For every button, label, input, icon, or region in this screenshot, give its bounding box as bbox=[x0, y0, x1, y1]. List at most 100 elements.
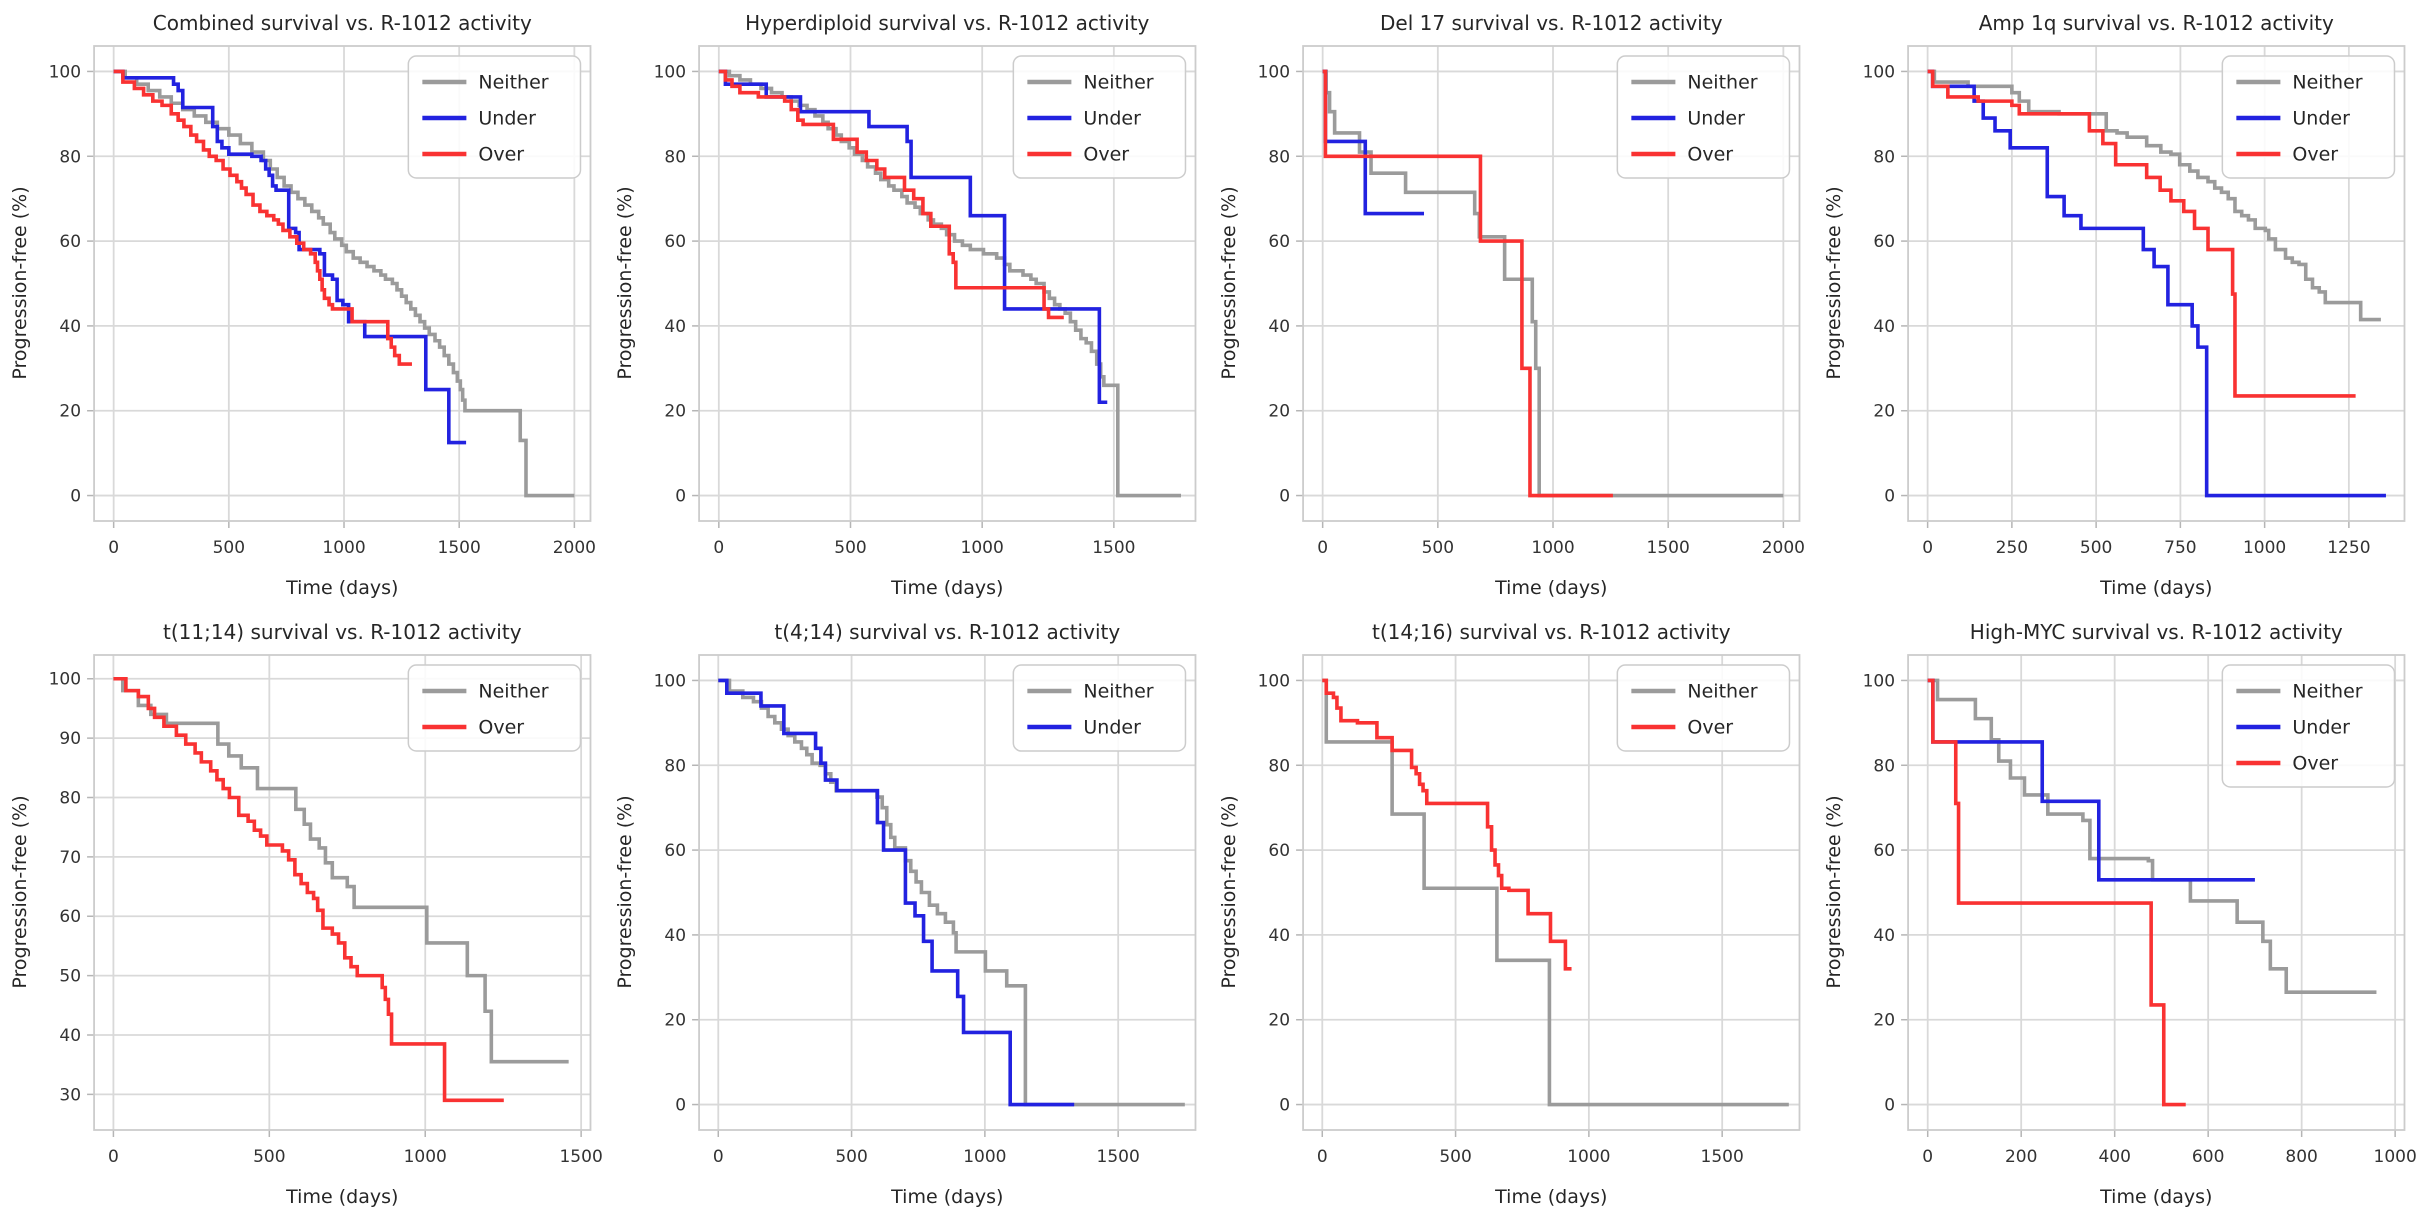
plot-area: 0 250 500 750 1000 1250 0 20 40 60 80 100 Neither Und… bbox=[1862, 45, 2405, 558]
chart-cell-t-11-14: 0 500 1000 1500 30 40 50 60 70 80 90 100 Neither Over… bbox=[0, 609, 605, 1218]
x-tick-label: 500 bbox=[2079, 538, 2111, 558]
y-tick-label: 40 bbox=[664, 317, 686, 337]
y-axis-label: Progression-free (%) bbox=[9, 795, 31, 988]
x-tick-label: 1000 bbox=[2242, 538, 2285, 558]
x-tick-label: 800 bbox=[2285, 1147, 2317, 1167]
legend-label-under: Under bbox=[2292, 717, 2350, 739]
y-tick-label: 100 bbox=[1862, 671, 1894, 691]
y-tick-label: 20 bbox=[59, 402, 81, 422]
legend-label-over: Over bbox=[2292, 753, 2338, 775]
chart-combined-survival: 0 500 1000 1500 2000 0 20 40 60 80 100 Neither Under… bbox=[9, 11, 596, 599]
legend-label-under: Under bbox=[2292, 108, 2350, 130]
y-tick-label: 80 bbox=[59, 147, 81, 167]
y-tick-label: 20 bbox=[1873, 402, 1895, 422]
y-tick-label: 60 bbox=[59, 907, 81, 927]
legend-label-under: Under bbox=[1083, 717, 1141, 739]
series-neither bbox=[1322, 678, 1789, 1107]
y-tick-label: 80 bbox=[1268, 147, 1290, 167]
y-tick-label: 20 bbox=[664, 402, 686, 422]
x-tick-label: 0 bbox=[1317, 1147, 1328, 1167]
legend-label-neither: Neither bbox=[478, 72, 548, 94]
legend-box bbox=[407, 664, 582, 752]
y-tick-label: 60 bbox=[664, 232, 686, 252]
x-axis-label: Time (days) bbox=[2099, 1186, 2212, 1208]
plot-area: 0 500 1000 1500 2000 0 20 40 60 80 100 Neither Under… bbox=[49, 45, 596, 558]
y-tick-label: 0 bbox=[1884, 1096, 1895, 1116]
y-tick-label: 80 bbox=[59, 789, 81, 809]
x-tick-label: 750 bbox=[2164, 538, 2196, 558]
x-axis-label: Time (days) bbox=[2099, 577, 2212, 599]
y-tick-label: 80 bbox=[664, 147, 686, 167]
legend-box bbox=[1012, 664, 1186, 752]
legend-box bbox=[1616, 664, 1791, 752]
x-tick-label: 500 bbox=[253, 1147, 285, 1167]
plot-area: 0 200 400 600 800 1000 0 20 40 60 80 100 Neither Unde… bbox=[1862, 654, 2416, 1167]
legend-label-over: Over bbox=[478, 144, 524, 166]
y-tick-label: 100 bbox=[1862, 62, 1894, 82]
chart-cell-t-4-14: 0 500 1000 1500 0 20 40 60 80 100 Neither Under t(4… bbox=[605, 609, 1210, 1218]
x-tick-label: 0 bbox=[712, 1147, 723, 1167]
x-tick-label: 400 bbox=[2098, 1147, 2130, 1167]
y-tick-label: 20 bbox=[1268, 402, 1290, 422]
y-axis-label: Progression-free (%) bbox=[1218, 795, 1240, 988]
y-tick-label: 100 bbox=[653, 671, 685, 691]
chart-title: Hyperdiploid survival vs. R-1012 activit… bbox=[745, 11, 1149, 35]
chart-cell-combined: 0 500 1000 1500 2000 0 20 40 60 80 100 Neither Under… bbox=[0, 0, 605, 609]
legend-label-neither: Neither bbox=[1687, 681, 1757, 703]
legend-box bbox=[407, 55, 582, 179]
chart-cell-hyperdiploid: 0 500 1000 1500 0 20 40 60 80 100 Neither Under Over… bbox=[605, 0, 1210, 609]
legend-label-over: Over bbox=[1687, 144, 1733, 166]
plot-border bbox=[697, 654, 1196, 1131]
x-tick-label: 500 bbox=[213, 538, 245, 558]
y-tick-label: 80 bbox=[664, 756, 686, 776]
legend: Neither Over bbox=[1616, 664, 1791, 752]
chart-cell-del-17: 0 500 1000 1500 2000 0 20 40 60 80 100 Neither Under… bbox=[1209, 0, 1814, 609]
y-tick-label: 50 bbox=[59, 967, 81, 987]
series-over bbox=[113, 676, 504, 1103]
x-tick-label: 1000 bbox=[1531, 538, 1574, 558]
plot-border bbox=[1302, 45, 1801, 522]
chart-hyperdiploid-survival: 0 500 1000 1500 0 20 40 60 80 100 Neither Under Over… bbox=[614, 11, 1196, 599]
y-tick-label: 40 bbox=[1873, 926, 1895, 946]
x-axis-label: Time (days) bbox=[285, 577, 398, 599]
x-tick-label: 1500 bbox=[559, 1147, 602, 1167]
y-tick-label: 80 bbox=[1268, 756, 1290, 776]
x-tick-label: 2000 bbox=[553, 538, 596, 558]
legend-label-neither: Neither bbox=[1687, 72, 1757, 94]
chart-high-myc-survival: 0 200 400 600 800 1000 0 20 40 60 80 100 Neither Unde… bbox=[1823, 620, 2417, 1208]
plot-border bbox=[93, 45, 592, 522]
series-neither bbox=[1927, 678, 2376, 994]
y-tick-label: 0 bbox=[70, 487, 81, 507]
legend: Neither Under Over bbox=[407, 55, 582, 179]
y-tick-label: 40 bbox=[664, 926, 686, 946]
plot-area: 0 500 1000 1500 30 40 50 60 70 80 90 100 Neither Over bbox=[49, 654, 603, 1167]
legend: Neither Over bbox=[407, 664, 582, 752]
chart-title: t(14;16) survival vs. R-1012 activity bbox=[1372, 620, 1731, 644]
chart-amp-1q-survival: 0 250 500 750 1000 1250 0 20 40 60 80 100 Neither Und… bbox=[1823, 11, 2405, 599]
x-tick-label: 600 bbox=[2191, 1147, 2223, 1167]
y-tick-label: 100 bbox=[653, 62, 685, 82]
x-tick-label: 1000 bbox=[2373, 1147, 2416, 1167]
y-tick-label: 60 bbox=[664, 841, 686, 861]
x-tick-label: 1000 bbox=[960, 538, 1003, 558]
x-tick-label: 500 bbox=[1439, 1147, 1471, 1167]
y-tick-label: 0 bbox=[675, 1096, 686, 1116]
x-tick-label: 0 bbox=[108, 1147, 119, 1167]
y-tick-label: 30 bbox=[59, 1085, 81, 1105]
x-tick-label: 1000 bbox=[1567, 1147, 1610, 1167]
plot-border bbox=[93, 654, 592, 1131]
legend-label-neither: Neither bbox=[1083, 681, 1153, 703]
x-tick-label: 1000 bbox=[404, 1147, 447, 1167]
legend-label-over: Over bbox=[478, 717, 524, 739]
legend-label-over: Over bbox=[2292, 144, 2338, 166]
legend-label-under: Under bbox=[1083, 108, 1141, 130]
y-tick-label: 100 bbox=[1258, 671, 1290, 691]
legend-box bbox=[1616, 55, 1791, 179]
y-tick-label: 40 bbox=[1873, 317, 1895, 337]
chart-title: Combined survival vs. R-1012 activity bbox=[153, 11, 532, 35]
x-tick-label: 2000 bbox=[1762, 538, 1805, 558]
y-tick-label: 0 bbox=[1279, 1096, 1290, 1116]
chart-t-4-14-survival: 0 500 1000 1500 0 20 40 60 80 100 Neither Under t(4… bbox=[614, 620, 1196, 1208]
plot-border bbox=[697, 45, 1196, 522]
y-tick-label: 40 bbox=[1268, 317, 1290, 337]
